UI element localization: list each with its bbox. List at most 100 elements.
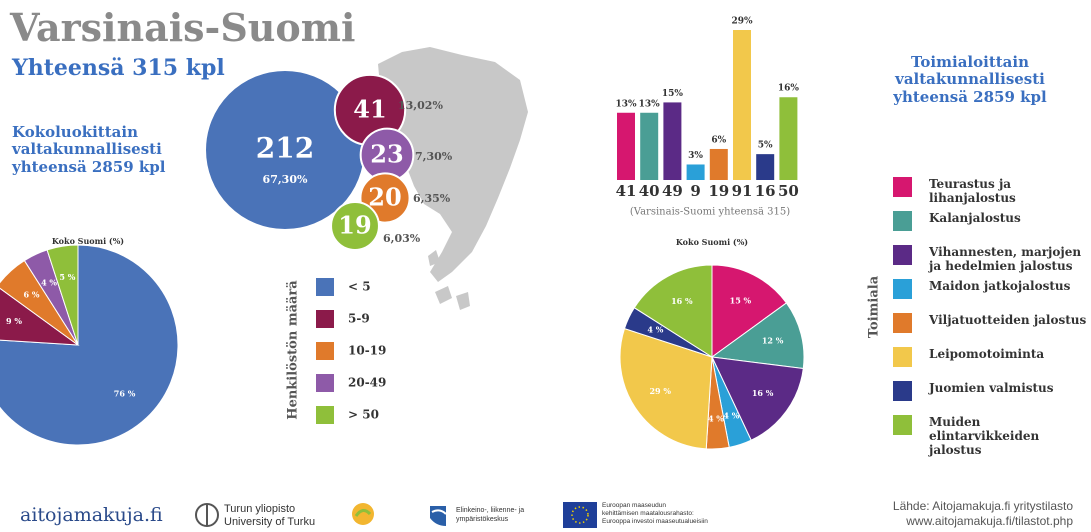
slice-label: 4 % (723, 410, 739, 420)
bar (640, 112, 659, 180)
bar-label: 29% (731, 17, 753, 27)
slice-label: 4 % (41, 277, 57, 287)
bar-label: 16% (778, 84, 800, 94)
source: Lähde: Aitojamakuja.fi yritystilasto (892, 499, 1073, 513)
logo-ely (430, 506, 447, 526)
legend-swatch (316, 374, 334, 392)
bubble-share: 67,30% (263, 173, 308, 186)
legend-title: Toimiala (867, 275, 882, 338)
bar-count: 50 (778, 182, 799, 200)
subtitle: Yhteensä 315 kpl (12, 55, 225, 81)
bar-label: 13% (615, 99, 637, 109)
ely-text: ympäristökeskus (456, 516, 509, 523)
source-url: www.aitojamakuja.fi/tilastot.php (906, 514, 1073, 528)
legend-swatch (893, 245, 912, 265)
slice-label: 6 % (23, 289, 39, 299)
bar-label: 15% (662, 89, 684, 99)
legend-label: < 5 (348, 280, 371, 294)
bar (709, 148, 728, 180)
legend-swatch (893, 347, 912, 367)
pie-slice (0, 244, 179, 446)
bar (733, 30, 751, 180)
legend-swatch (893, 381, 912, 401)
legend-label: 20-49 (348, 376, 386, 390)
legend-label: Kalanjalostus (929, 211, 1021, 225)
bubble-share: 7,30% (415, 150, 453, 163)
pie-slice (619, 327, 713, 450)
bubble-count: 19 (338, 211, 371, 240)
legend-label: Leipomotoiminta (929, 347, 1045, 361)
legend-label: 10-19 (348, 344, 386, 358)
eu-text: kehittämisen maatalousrahasto: (602, 510, 694, 517)
legend-label: > 50 (348, 408, 379, 422)
legend-swatch (893, 177, 912, 197)
bar-label: 3% (688, 151, 703, 161)
map (378, 47, 528, 310)
slice-label: 4 % (647, 324, 663, 334)
slice-label: 12 % (762, 335, 784, 345)
legend-swatch (316, 342, 334, 360)
logo-aitojamakuja (352, 503, 374, 525)
bubble-share: 6,03% (383, 232, 421, 245)
pie-slice (46, 244, 79, 346)
caption: Toimialoittain valtakunnallisesti yhteen… (893, 53, 1047, 106)
bubble (330, 201, 380, 251)
pie-slice (711, 264, 788, 358)
pie-slice (710, 302, 805, 370)
legend-swatch (316, 406, 334, 424)
pie-slice (0, 287, 80, 346)
legend-label: Viljatuotteiden jalostus (929, 313, 1087, 327)
legend-label: Maidon jatkojalostus (929, 279, 1071, 293)
bar-count: 16 (755, 182, 776, 200)
legend-label: Vihannesten, marjojen ja hedelmien jalos… (929, 245, 1082, 273)
legend-swatch (893, 279, 912, 299)
bar-count: 19 (708, 182, 729, 200)
logo-eu (563, 502, 597, 528)
slice-label: 9 % (6, 316, 22, 326)
slice-label: 5 % (59, 272, 75, 282)
title: Varsinais-Suomi (10, 5, 356, 50)
pie-slice (633, 264, 713, 358)
legend-swatch (893, 211, 912, 231)
bar-count: 91 (732, 182, 753, 200)
slice-label: 4 % (708, 413, 724, 423)
legend-swatch (316, 278, 334, 296)
eu-text: Euroopan maaseudun (602, 502, 666, 509)
bubble-count: 41 (353, 95, 386, 124)
logo-university (195, 503, 219, 527)
university-en: University of Turku (224, 516, 316, 528)
slice-label: 16 % (752, 388, 774, 398)
ely-text: Elinkeino-, liikenne- ja (456, 507, 525, 514)
bubble-count: 20 (368, 183, 401, 212)
bubble-share: 6,35% (413, 192, 451, 205)
legend-swatch (893, 313, 912, 333)
bubble-count: 23 (370, 140, 403, 169)
bar-count: 49 (662, 182, 683, 200)
bar-count: 9 (690, 182, 700, 200)
legend-swatch (893, 415, 912, 435)
bubble-count: 212 (256, 132, 314, 165)
eu-text: Eurooppa investoi maaseutualueisiin (602, 518, 708, 525)
bar-label: 5% (758, 141, 773, 151)
bar (756, 154, 775, 180)
bar-count: 40 (639, 182, 660, 200)
slice-label: 29 % (649, 386, 671, 396)
bar-count: 41 (616, 182, 637, 200)
legend-title: Henkilöstön määrä (286, 280, 301, 420)
legend-label: 5-9 (348, 312, 370, 326)
legend-label: Juomien valmistus (929, 381, 1054, 395)
university-fi: Turun yliopisto (224, 503, 296, 515)
bubble-share: 13,02% (398, 99, 443, 112)
legend-label: Teurastus ja lihanjalostus (929, 177, 1016, 205)
slice-label: 76 % (114, 389, 136, 399)
pie-title: Koko Suomi (%) (52, 236, 124, 246)
bar-subtitle: (Varsinais-Suomi yhteensä 315) (630, 207, 790, 218)
slice-label: 16 % (671, 296, 693, 306)
slice-label: 15 % (730, 295, 752, 305)
pie-title: Koko Suomi (%) (676, 237, 748, 247)
bar-label: 6% (711, 135, 726, 145)
caption: Kokoluokittain valtakunnallisesti yhteen… (12, 123, 166, 176)
bar (779, 97, 798, 180)
